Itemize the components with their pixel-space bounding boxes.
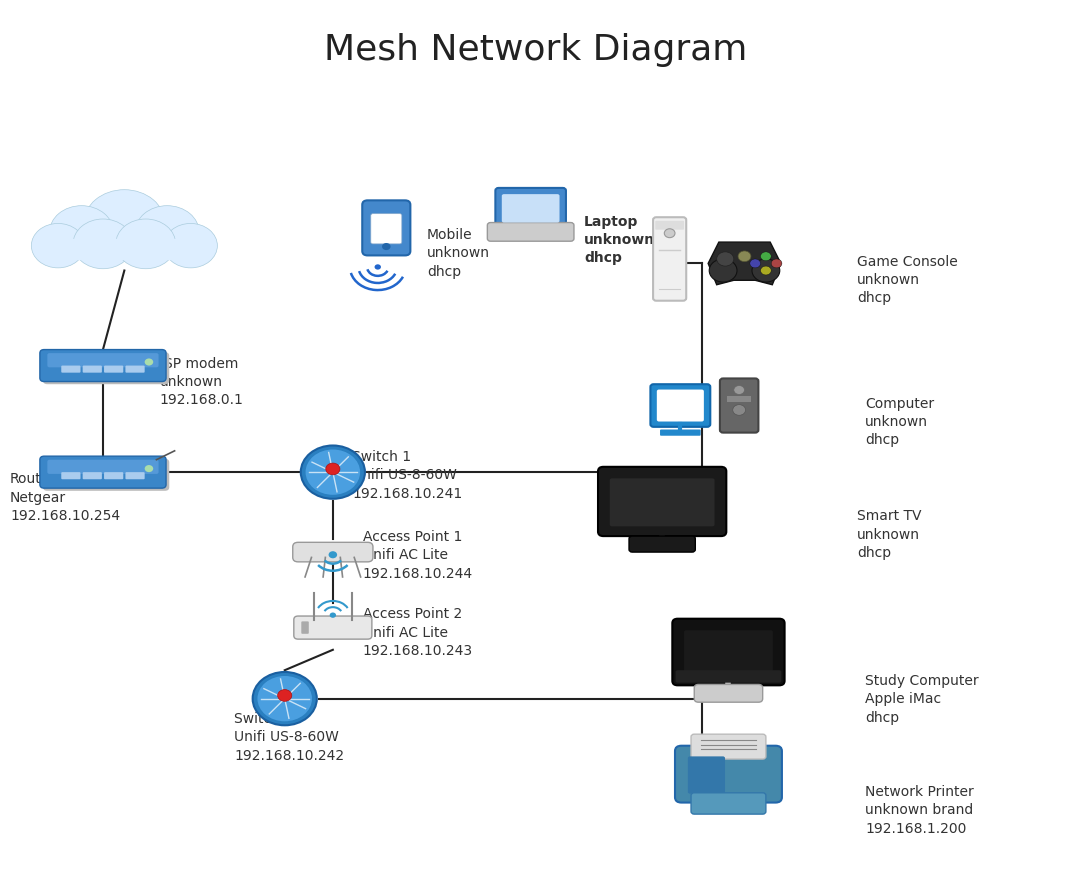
Circle shape <box>306 449 360 495</box>
Text: Network Printer
unknown brand
192.168.1.200: Network Printer unknown brand 192.168.1.… <box>865 785 974 836</box>
FancyBboxPatch shape <box>660 429 701 436</box>
Circle shape <box>734 386 744 395</box>
FancyBboxPatch shape <box>672 618 785 685</box>
Circle shape <box>717 252 734 266</box>
FancyBboxPatch shape <box>728 396 750 402</box>
Circle shape <box>31 224 85 268</box>
Circle shape <box>116 219 176 269</box>
FancyBboxPatch shape <box>695 684 762 702</box>
Circle shape <box>374 265 381 270</box>
Circle shape <box>253 672 317 725</box>
Circle shape <box>749 259 760 268</box>
FancyBboxPatch shape <box>47 460 159 474</box>
Circle shape <box>665 229 675 238</box>
FancyBboxPatch shape <box>83 472 102 479</box>
FancyBboxPatch shape <box>691 793 765 814</box>
FancyBboxPatch shape <box>362 200 411 256</box>
Text: Study Computer
Apple iMac
dhcp: Study Computer Apple iMac dhcp <box>865 674 979 724</box>
FancyBboxPatch shape <box>294 616 372 639</box>
Circle shape <box>739 251 750 262</box>
FancyBboxPatch shape <box>488 223 574 241</box>
Text: Access Point 2
Unifi AC Lite
192.168.10.243: Access Point 2 Unifi AC Lite 192.168.10.… <box>362 607 473 658</box>
FancyBboxPatch shape <box>61 472 80 479</box>
FancyBboxPatch shape <box>104 365 123 372</box>
FancyBboxPatch shape <box>40 349 166 381</box>
Circle shape <box>760 266 771 275</box>
FancyBboxPatch shape <box>495 188 566 229</box>
Text: Game Console
unknown
dhcp: Game Console unknown dhcp <box>857 255 957 306</box>
Text: Smart TV
unknown
dhcp: Smart TV unknown dhcp <box>857 510 921 560</box>
FancyBboxPatch shape <box>371 214 402 244</box>
Text: Access Point 1
Unifi AC Lite
192.168.10.244: Access Point 1 Unifi AC Lite 192.168.10.… <box>362 530 473 581</box>
Text: Router
Netgear
192.168.10.254: Router Netgear 192.168.10.254 <box>10 472 120 523</box>
Circle shape <box>329 552 337 559</box>
FancyBboxPatch shape <box>44 240 205 259</box>
FancyBboxPatch shape <box>691 734 765 759</box>
FancyBboxPatch shape <box>688 756 725 794</box>
FancyBboxPatch shape <box>653 217 686 301</box>
Circle shape <box>382 243 390 250</box>
FancyBboxPatch shape <box>657 389 704 421</box>
Circle shape <box>73 219 133 269</box>
Text: Computer
unknown
dhcp: Computer unknown dhcp <box>865 396 935 447</box>
FancyBboxPatch shape <box>293 543 373 562</box>
FancyBboxPatch shape <box>655 221 684 230</box>
Circle shape <box>760 252 771 261</box>
Circle shape <box>771 259 781 268</box>
Circle shape <box>135 206 199 259</box>
Text: Mesh Network Diagram: Mesh Network Diagram <box>325 33 747 67</box>
FancyBboxPatch shape <box>61 365 80 372</box>
FancyBboxPatch shape <box>301 621 309 634</box>
Text: ISP modem
unknown
192.168.0.1: ISP modem unknown 192.168.0.1 <box>160 356 243 407</box>
Circle shape <box>145 358 153 365</box>
FancyBboxPatch shape <box>125 472 145 479</box>
Text: Switch 2
Unifi US-8-60W
192.168.10.242: Switch 2 Unifi US-8-60W 192.168.10.242 <box>235 712 344 763</box>
Circle shape <box>164 224 218 268</box>
Text: Laptop
unknown
dhcp: Laptop unknown dhcp <box>584 215 655 266</box>
Circle shape <box>330 612 336 617</box>
Circle shape <box>84 190 165 257</box>
FancyBboxPatch shape <box>83 365 102 372</box>
Text: Switch 1
Unifi US-8-60W
192.168.10.241: Switch 1 Unifi US-8-60W 192.168.10.241 <box>352 450 462 501</box>
FancyBboxPatch shape <box>47 353 159 367</box>
Circle shape <box>145 465 153 472</box>
Circle shape <box>326 463 340 475</box>
FancyBboxPatch shape <box>610 478 715 527</box>
Text: Mobile
unknown
dhcp: Mobile unknown dhcp <box>427 228 490 279</box>
FancyBboxPatch shape <box>43 459 169 491</box>
Circle shape <box>733 405 745 415</box>
FancyBboxPatch shape <box>40 456 166 488</box>
FancyBboxPatch shape <box>125 365 145 372</box>
FancyBboxPatch shape <box>675 670 781 683</box>
FancyBboxPatch shape <box>104 472 123 479</box>
FancyBboxPatch shape <box>684 630 773 675</box>
FancyBboxPatch shape <box>502 194 560 223</box>
Circle shape <box>49 206 114 259</box>
Circle shape <box>278 690 292 701</box>
Circle shape <box>751 259 779 282</box>
Polygon shape <box>709 242 780 285</box>
FancyBboxPatch shape <box>598 467 727 536</box>
FancyBboxPatch shape <box>651 384 711 427</box>
Circle shape <box>257 676 312 722</box>
FancyBboxPatch shape <box>629 536 696 552</box>
FancyBboxPatch shape <box>675 746 781 803</box>
FancyBboxPatch shape <box>720 379 758 433</box>
Circle shape <box>710 259 738 282</box>
FancyBboxPatch shape <box>43 352 169 384</box>
Circle shape <box>301 446 364 499</box>
